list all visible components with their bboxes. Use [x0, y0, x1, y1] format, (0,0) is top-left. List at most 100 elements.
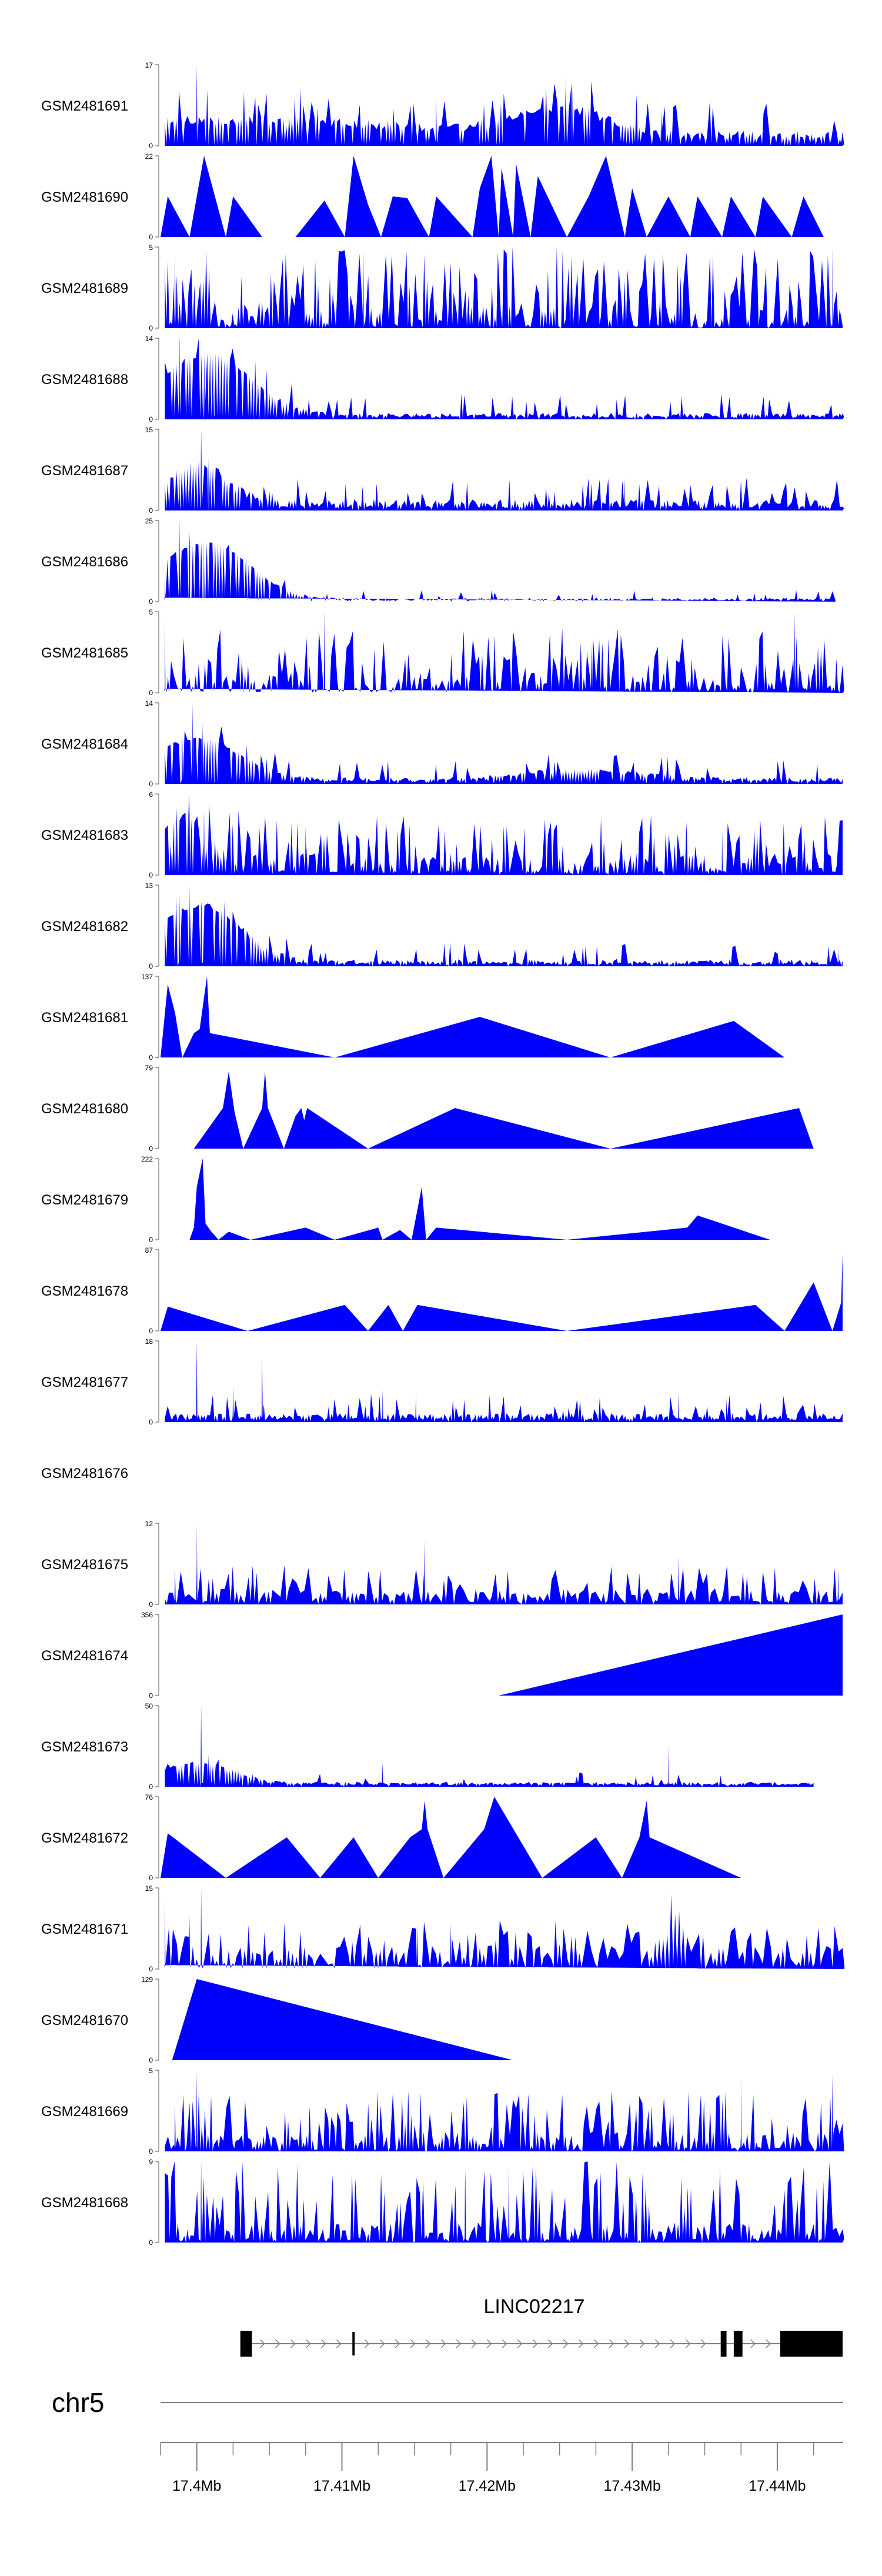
strand-arrow — [275, 2339, 280, 2348]
track-GSM2481679: GSM2481679 222 0 — [41, 1155, 843, 1244]
strand-arrow — [502, 2339, 507, 2348]
track-axis-min-label: 0 — [149, 415, 153, 423]
coverage-area — [161, 1253, 843, 1331]
coverage-area — [165, 338, 844, 419]
strand-arrow — [290, 2339, 296, 2348]
track-label: GSM2481674 — [41, 1648, 128, 1664]
coverage-area — [165, 429, 844, 510]
track-axis-min-label: 0 — [149, 1691, 153, 1700]
track-GSM2481678: GSM2481678 87 0 — [41, 1246, 843, 1335]
track-label: GSM2481681 — [41, 1010, 128, 1026]
track-axis-min-label: 0 — [149, 1327, 153, 1335]
track-axis-max-label: 76 — [145, 1793, 153, 1801]
strand-arrow — [766, 2339, 771, 2348]
strand-arrow — [563, 2339, 569, 2348]
track-GSM2481677: GSM2481677 18 0 — [41, 1337, 843, 1426]
track-axis-min-label: 0 — [149, 689, 153, 697]
track-GSM2481668: GSM2481668 9 0 — [41, 2158, 844, 2247]
exon — [240, 2331, 252, 2357]
strand-arrow — [305, 2339, 311, 2348]
track-axis-min-label: 0 — [149, 1874, 153, 1882]
track-label: GSM2481688 — [41, 372, 128, 388]
track-axis-max-label: 15 — [145, 426, 153, 434]
coverage-area — [165, 247, 843, 328]
strand-arrow — [609, 2339, 614, 2348]
strand-arrow — [320, 2339, 326, 2348]
track-axis-min-label: 0 — [149, 142, 153, 150]
track-label: GSM2481671 — [41, 1921, 128, 1937]
axis-tick-label: 17.44Mb — [749, 2478, 806, 2494]
track-axis-min-label: 0 — [149, 780, 153, 788]
coverage-area — [165, 1706, 814, 1787]
track-axis-max-label: 13 — [145, 882, 153, 890]
strand-arrow — [517, 2339, 523, 2348]
track-GSM2481681: GSM2481681 137 0 — [41, 973, 843, 1062]
chromosome-ideogram-track: chr5 — [52, 2387, 843, 2418]
track-label: GSM2481679 — [41, 1192, 128, 1208]
track-GSM2481687: GSM2481687 15 0 — [41, 426, 844, 515]
coverage-area — [164, 1888, 845, 1969]
strand-arrow — [395, 2339, 400, 2348]
strand-arrow — [639, 2339, 645, 2348]
track-GSM2481671: GSM2481671 15 0 — [41, 1884, 845, 1973]
track-GSM2481676: GSM2481676 — [41, 1466, 128, 1481]
coverage-area — [161, 156, 843, 237]
coverage-area — [165, 794, 843, 875]
track-label: GSM2481669 — [41, 2104, 128, 2120]
strand-arrow — [685, 2339, 691, 2348]
genome-axis: 17.4Mb 17.41Mb 17.42Mb 17.43Mb 17.44Mb — [160, 2442, 843, 2494]
track-GSM2481689: GSM2481689 5 0 — [41, 243, 843, 332]
track-axis-min-label: 0 — [149, 233, 153, 241]
strand-arrow — [532, 2339, 538, 2348]
track-GSM2481680: GSM2481680 79 0 — [41, 1064, 843, 1153]
coverage-area — [165, 885, 843, 966]
track-axis-max-label: 222 — [141, 1155, 153, 1163]
track-label: GSM2481682 — [41, 919, 128, 935]
track-axis-max-label: 12 — [145, 1520, 153, 1528]
track-label: GSM2481689 — [41, 281, 128, 296]
exon — [780, 2331, 843, 2357]
track-axis-max-label: 14 — [145, 699, 153, 708]
track-GSM2481691: GSM2481691 17 0 — [41, 61, 844, 150]
coverage-area — [161, 1159, 843, 1240]
strand-arrow — [410, 2339, 416, 2348]
coverage-area — [165, 703, 843, 784]
track-label: GSM2481678 — [41, 1283, 128, 1299]
strand-arrow — [578, 2339, 584, 2348]
track-label: GSM2481690 — [41, 189, 128, 205]
track-label: GSM2481668 — [41, 2195, 128, 2211]
strand-arrow — [259, 2339, 265, 2348]
track-axis-max-label: 137 — [141, 973, 153, 981]
exon — [733, 2331, 743, 2357]
strand-arrow — [364, 2339, 370, 2348]
track-axis-max-label: 18 — [145, 1337, 153, 1346]
axis-tick-label: 17.41Mb — [313, 2478, 370, 2494]
chromosome-label: chr5 — [52, 2387, 104, 2418]
track-axis-max-label: 22 — [145, 152, 153, 161]
track-label: GSM2481673 — [41, 1739, 128, 1755]
track-label: GSM2481677 — [41, 1374, 128, 1390]
track-axis-min-label: 0 — [149, 1418, 153, 1426]
strand-arrow — [336, 2339, 342, 2348]
gene-model-track: LINC02217 — [240, 2295, 843, 2357]
strand-arrow — [486, 2339, 492, 2348]
track-GSM2481672: GSM2481672 76 0 — [41, 1793, 843, 1882]
track-axis-max-label: 79 — [145, 1064, 153, 1072]
track-axis-max-label: 5 — [149, 608, 153, 616]
track-GSM2481684: GSM2481684 14 0 — [41, 699, 843, 788]
track-axis-max-label: 5 — [149, 2067, 153, 2075]
track-label: GSM2481691 — [41, 98, 128, 114]
track-GSM2481683: GSM2481683 6 0 — [41, 790, 843, 879]
strand-arrow — [471, 2339, 477, 2348]
strand-arrow — [379, 2339, 385, 2348]
coverage-area — [161, 1614, 843, 1696]
track-axis-min-label: 0 — [149, 1144, 153, 1153]
strand-arrow — [425, 2339, 431, 2348]
track-label: GSM2481672 — [41, 1830, 128, 1846]
track-GSM2481688: GSM2481688 14 0 — [41, 335, 844, 423]
track-label: GSM2481685 — [41, 645, 128, 661]
track-axis-min-label: 0 — [149, 2238, 153, 2247]
axis-tick-label: 17.4Mb — [172, 2478, 221, 2494]
coverage-area — [161, 1979, 843, 2060]
